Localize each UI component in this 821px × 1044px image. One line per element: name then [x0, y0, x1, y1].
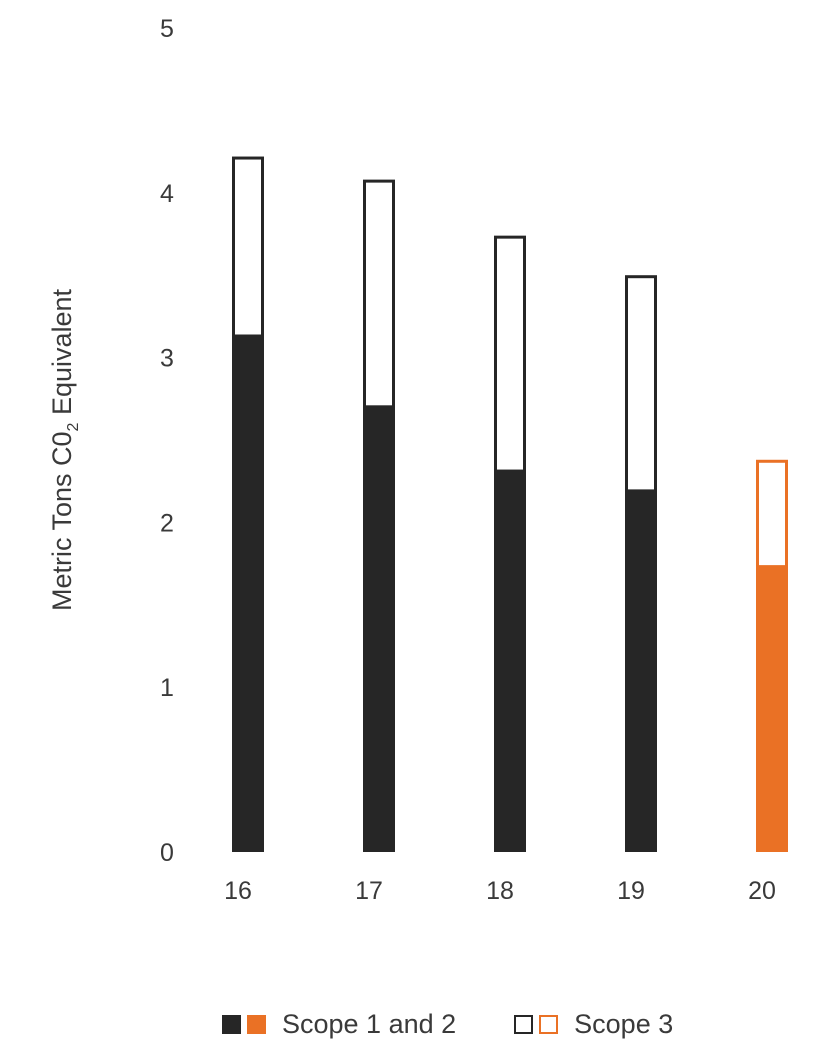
bar-scope-3: [232, 156, 264, 338]
x-tick-label: 18: [486, 877, 514, 905]
y-axis-label: Metric Tons C02 Equivalent: [47, 288, 82, 611]
y-tick-label: 2: [160, 509, 174, 537]
legend-swatch-orange-outline: [539, 1014, 559, 1034]
bar-scope-3: [625, 275, 657, 493]
legend-item-scope-1-and-2: Scope 1 and 2: [222, 1009, 456, 1040]
bar-scope-1-and-2: [232, 334, 264, 852]
bar-scope-1-and-2: [625, 489, 657, 852]
x-tick-label: 17: [355, 877, 383, 905]
x-axis-ticks: 16 17 18 19 20: [224, 877, 776, 905]
bars: [232, 156, 788, 852]
y-tick-label: 1: [160, 674, 174, 702]
y-axis-ticks: 0 1 2 3 4 5: [160, 15, 174, 867]
legend-item-scope-3: Scope 3: [514, 1009, 673, 1040]
y-tick-label: 5: [160, 15, 174, 43]
bar-scope-1-and-2: [363, 405, 395, 852]
bar-scope-3: [363, 179, 395, 409]
x-tick-label: 16: [224, 877, 252, 905]
legend: Scope 1 and 2 Scope 3: [222, 1004, 673, 1044]
legend-swatch-dark-outline: [514, 1014, 534, 1034]
legend-swatch-orange-solid: [247, 1014, 266, 1034]
legend-label-scope-3: Scope 3: [574, 1008, 674, 1039]
legend-label-scope-1-and-2: Scope 1 and 2: [282, 1008, 457, 1039]
bar-scope-1-and-2: [756, 565, 788, 852]
bar-scope-3: [494, 235, 526, 473]
legend-swatch-dark-solid: [222, 1014, 241, 1034]
x-tick-label: 19: [617, 877, 645, 905]
bar-scope-3: [756, 459, 788, 569]
x-tick-label: 20: [748, 877, 776, 905]
y-tick-label: 3: [160, 345, 174, 373]
y-tick-label: 0: [160, 839, 174, 867]
bar-scope-1-and-2: [494, 469, 526, 852]
y-tick-label: 4: [160, 180, 174, 208]
